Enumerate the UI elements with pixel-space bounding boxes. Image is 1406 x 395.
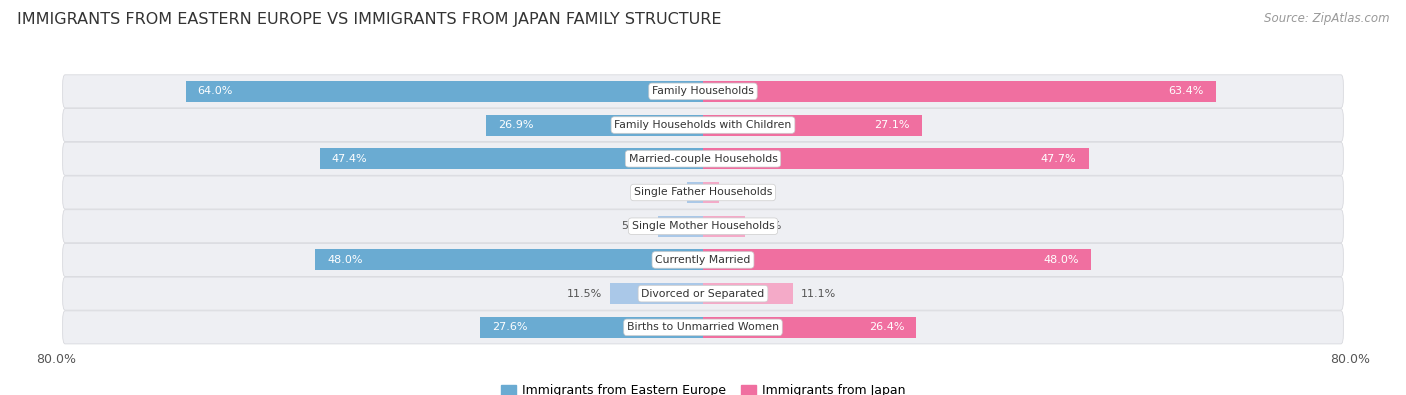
FancyBboxPatch shape (63, 311, 1343, 344)
Text: Divorced or Separated: Divorced or Separated (641, 289, 765, 299)
Text: 47.7%: 47.7% (1040, 154, 1077, 164)
Bar (703, 182, 720, 203)
Text: Single Father Households: Single Father Households (634, 188, 772, 198)
Text: 5.2%: 5.2% (754, 221, 782, 231)
FancyBboxPatch shape (63, 243, 1343, 276)
Text: 27.6%: 27.6% (492, 322, 527, 332)
Bar (703, 81, 1216, 102)
Text: 26.9%: 26.9% (498, 120, 533, 130)
Text: 27.1%: 27.1% (875, 120, 910, 130)
Text: Source: ZipAtlas.com: Source: ZipAtlas.com (1264, 12, 1389, 25)
Bar (658, 216, 703, 237)
FancyBboxPatch shape (63, 109, 1343, 141)
Bar (319, 148, 703, 169)
Bar (479, 317, 703, 338)
Bar (688, 182, 703, 203)
Text: 2.0%: 2.0% (651, 188, 679, 198)
Text: Family Households with Children: Family Households with Children (614, 120, 792, 130)
Text: 47.4%: 47.4% (332, 154, 367, 164)
Text: 5.6%: 5.6% (621, 221, 650, 231)
Text: 48.0%: 48.0% (328, 255, 363, 265)
Bar (485, 115, 703, 135)
Text: 26.4%: 26.4% (869, 322, 904, 332)
Bar (703, 317, 917, 338)
Legend: Immigrants from Eastern Europe, Immigrants from Japan: Immigrants from Eastern Europe, Immigran… (495, 379, 911, 395)
Bar (703, 216, 745, 237)
Bar (610, 283, 703, 304)
Bar (703, 148, 1088, 169)
Bar (703, 250, 1091, 271)
Text: Married-couple Households: Married-couple Households (628, 154, 778, 164)
FancyBboxPatch shape (63, 277, 1343, 310)
Text: 11.5%: 11.5% (567, 289, 602, 299)
FancyBboxPatch shape (63, 176, 1343, 209)
Text: IMMIGRANTS FROM EASTERN EUROPE VS IMMIGRANTS FROM JAPAN FAMILY STRUCTURE: IMMIGRANTS FROM EASTERN EUROPE VS IMMIGR… (17, 12, 721, 27)
Bar (703, 283, 793, 304)
Text: Single Mother Households: Single Mother Households (631, 221, 775, 231)
Text: 48.0%: 48.0% (1043, 255, 1078, 265)
FancyBboxPatch shape (63, 75, 1343, 108)
Bar (703, 115, 922, 135)
Text: 2.0%: 2.0% (727, 188, 755, 198)
Bar (186, 81, 703, 102)
Text: 63.4%: 63.4% (1168, 87, 1204, 96)
Text: 11.1%: 11.1% (801, 289, 837, 299)
FancyBboxPatch shape (63, 142, 1343, 175)
Text: Currently Married: Currently Married (655, 255, 751, 265)
Text: Family Households: Family Households (652, 87, 754, 96)
FancyBboxPatch shape (63, 210, 1343, 243)
Bar (315, 250, 703, 271)
Text: Births to Unmarried Women: Births to Unmarried Women (627, 322, 779, 332)
Text: 64.0%: 64.0% (198, 87, 233, 96)
